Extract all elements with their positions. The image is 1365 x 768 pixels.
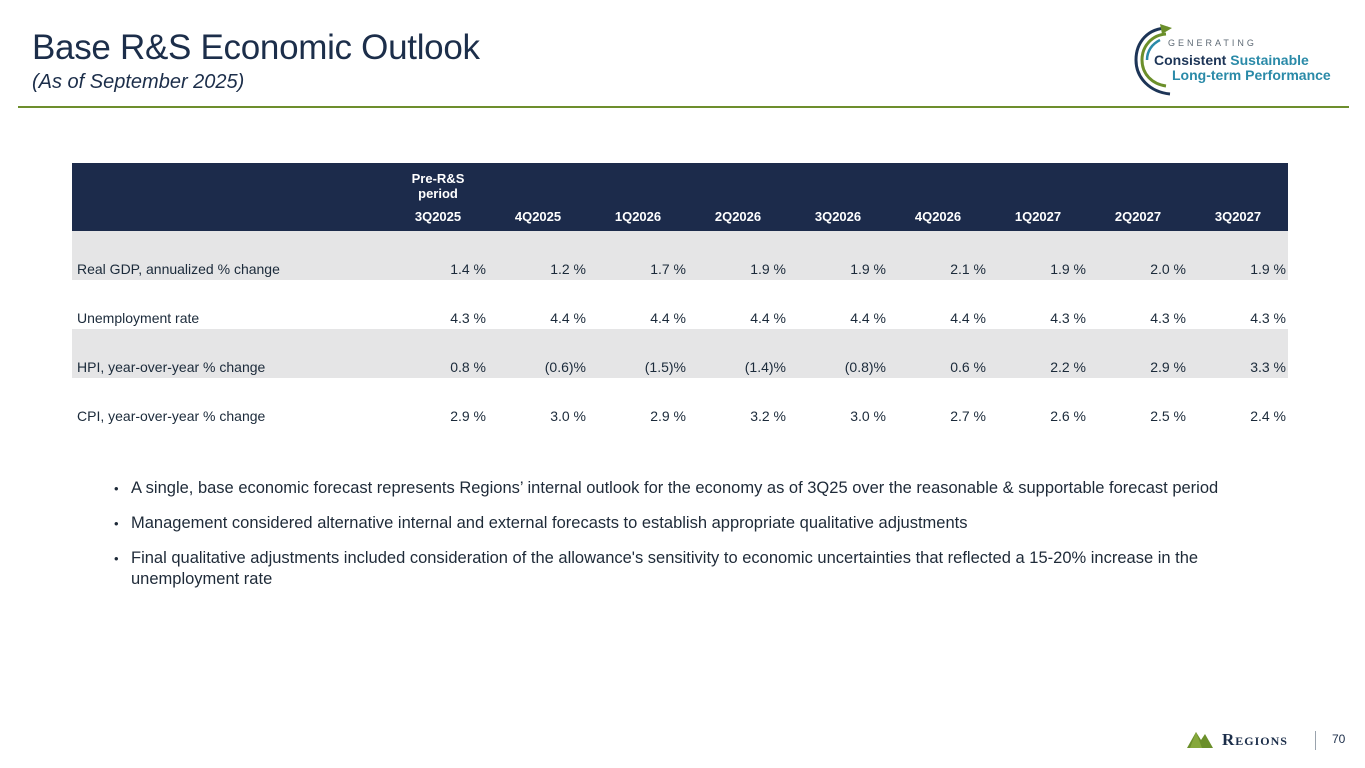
cell-value: 3.0 % xyxy=(550,408,586,424)
table-header-periods: 3Q2025 4Q2025 1Q2026 2Q2026 3Q2026 4Q2026 1Q20… xyxy=(72,201,1288,231)
cell-value: 4.4 % xyxy=(750,310,786,326)
page-number: 70 xyxy=(1332,732,1346,746)
period-header: 4Q2026 xyxy=(888,201,988,231)
table-header-top: Pre-R&S period xyxy=(72,163,1288,201)
economic-outlook-table: Pre-R&S period 3Q2025 4Q2025 1Q2026 2Q2026 3… xyxy=(72,163,1288,427)
cell-value: 3.0 % xyxy=(850,408,886,424)
logo-generating: GENERATING xyxy=(1168,38,1257,48)
cell-value: (1.4)% xyxy=(688,329,788,378)
cell-value: (0.8)% xyxy=(788,329,888,378)
logo-sustainable: Sustainable xyxy=(1230,52,1309,68)
footer-divider xyxy=(1315,731,1316,750)
cell-value: 2.9 % xyxy=(650,408,686,424)
bullet-text: A single, base economic forecast represe… xyxy=(131,479,1219,497)
cell-value: 4.4 % xyxy=(650,310,686,326)
row-label: Real GDP, annualized % change xyxy=(72,231,388,280)
cell-value: 1.7 % xyxy=(588,231,688,280)
logo-long-term: Long-term Performance xyxy=(1172,67,1331,83)
period-header: 1Q2026 xyxy=(588,201,688,231)
cell-value: 2.2 % xyxy=(988,329,1088,378)
cell-value: 4.3 % xyxy=(1250,310,1286,326)
cell-value: 1.2 % xyxy=(488,231,588,280)
cell-value: 2.7 % xyxy=(950,408,986,424)
table-row: Unemployment rate 4.3 % 4.4 % 4.4 % 4.4 % 4.4… xyxy=(72,280,1288,329)
table-row: Real GDP, annualized % change 1.4 % 1.2 % 1… xyxy=(72,231,1288,280)
cell-value: 3.2 % xyxy=(750,408,786,424)
bullet-list: • A single, base economic forecast repres… xyxy=(114,478,1284,604)
row-label: HPI, year-over-year % change xyxy=(72,329,388,378)
bullet-dot-icon: • xyxy=(114,516,119,531)
row-label: CPI, year-over-year % change xyxy=(77,408,266,424)
cell-value: 4.4 % xyxy=(950,310,986,326)
table-row: HPI, year-over-year % change 0.8 % (0.6)%(… xyxy=(72,329,1288,378)
cell-value: 1.4 % xyxy=(388,231,488,280)
cell-value: 2.6 % xyxy=(1050,408,1086,424)
period-header: 4Q2025 xyxy=(488,201,588,231)
cell-value: 2.9 % xyxy=(1088,329,1188,378)
cell-value: 0.8 % xyxy=(388,329,488,378)
cell-value: (0.6)% xyxy=(488,329,588,378)
bullet-dot-icon: • xyxy=(114,551,119,566)
cell-value: 4.4 % xyxy=(550,310,586,326)
cell-value: 1.9 % xyxy=(988,231,1088,280)
row-label: Unemployment rate xyxy=(77,310,200,326)
pre-rs-period-header: Pre-R&S period xyxy=(388,163,488,201)
swirl-arrow-icon xyxy=(1134,24,1172,96)
period-header: 3Q2026 xyxy=(788,201,888,231)
logo-consistent: Consistent xyxy=(1154,52,1227,68)
cell-value: 2.9 % xyxy=(450,408,486,424)
cell-value: 2.4 % xyxy=(1250,408,1286,424)
bullet-text: Management considered alternative intern… xyxy=(131,514,968,532)
cell-value: 4.4 % xyxy=(850,310,886,326)
cell-value: 4.3 % xyxy=(1050,310,1086,326)
table-body: Real GDP, annualized % change 1.4 % 1.2 % 1… xyxy=(72,231,1288,427)
cell-value: 4.3 % xyxy=(1150,310,1186,326)
period-header: 2Q2027 xyxy=(1088,201,1188,231)
table-row: CPI, year-over-year % change 2.9 % 3.0 % 2.… xyxy=(72,378,1288,427)
regions-brand: Regions xyxy=(1222,730,1288,749)
cell-value: 4.3 % xyxy=(450,310,486,326)
bullet-item: • A single, base economic forecast repres… xyxy=(114,478,1284,499)
bullet-text: Final qualitative adjustments included c… xyxy=(131,549,1199,588)
logo-line-1: Consistent Sustainable xyxy=(1154,52,1309,68)
cell-value: 0.6 % xyxy=(888,329,988,378)
cell-value: 1.9 % xyxy=(688,231,788,280)
period-header: 3Q2027 xyxy=(1188,201,1288,231)
cell-value: (1.5)% xyxy=(588,329,688,378)
generating-logo: GENERATING Consistent Sustainable Long-t… xyxy=(1130,20,1345,100)
bullet-item: • Final qualitative adjustments included … xyxy=(114,548,1284,590)
header-rule xyxy=(18,106,1349,108)
cell-value: 2.0 % xyxy=(1088,231,1188,280)
cell-value: 1.9 % xyxy=(788,231,888,280)
regions-pyramid-icon xyxy=(1187,732,1213,748)
period-header: 3Q2025 xyxy=(388,201,488,231)
bullet-item: • Management considered alternative inter… xyxy=(114,513,1284,534)
regions-logo: Regions xyxy=(1187,727,1317,751)
page-title: Base R&S Economic Outlook xyxy=(32,28,480,67)
bullet-dot-icon: • xyxy=(114,481,119,496)
cell-value: 1.9 % xyxy=(1188,231,1288,280)
cell-value: 2.1 % xyxy=(888,231,988,280)
cell-value: 2.5 % xyxy=(1150,408,1186,424)
period-header: 1Q2027 xyxy=(988,201,1088,231)
cell-value: 3.3 % xyxy=(1188,329,1288,378)
period-header: 2Q2026 xyxy=(688,201,788,231)
page-subtitle: (As of September 2025) xyxy=(32,71,245,93)
